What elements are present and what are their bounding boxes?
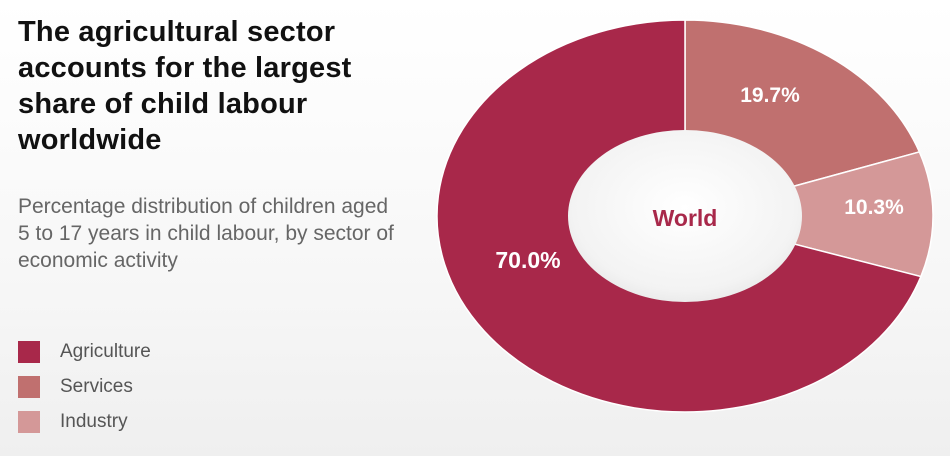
- slice-label-industry: 10.3%: [844, 196, 904, 219]
- slice-industry: [682, 151, 934, 278]
- chart-title: The agricultural sector accounts for the…: [18, 16, 352, 156]
- legend-item-industry: Industry: [18, 404, 318, 439]
- slice-labels: 19.7% 10.3% 70.0%: [495, 84, 904, 273]
- donut-chart: World 19.7% 10.3% 70.0%: [436, 19, 934, 413]
- slice-label-agriculture: 70.0%: [495, 247, 560, 273]
- slice-label-services: 19.7%: [740, 84, 800, 107]
- legend-swatch-industry: [18, 410, 40, 433]
- legend-item-agriculture: Agriculture: [18, 334, 318, 369]
- donut-hole: [568, 130, 802, 302]
- legend: Agriculture Services Industry: [18, 334, 318, 439]
- legend-swatch-services: [18, 375, 40, 398]
- legend-label-industry: Industry: [60, 410, 128, 432]
- center-label: World: [653, 205, 718, 231]
- chart-subtitle: Percentage distribution of children aged…: [18, 195, 394, 272]
- legend-swatch-agriculture: [18, 340, 40, 363]
- legend-item-services: Services: [18, 369, 318, 404]
- legend-label-services: Services: [60, 375, 133, 397]
- legend-label-agriculture: Agriculture: [60, 340, 151, 362]
